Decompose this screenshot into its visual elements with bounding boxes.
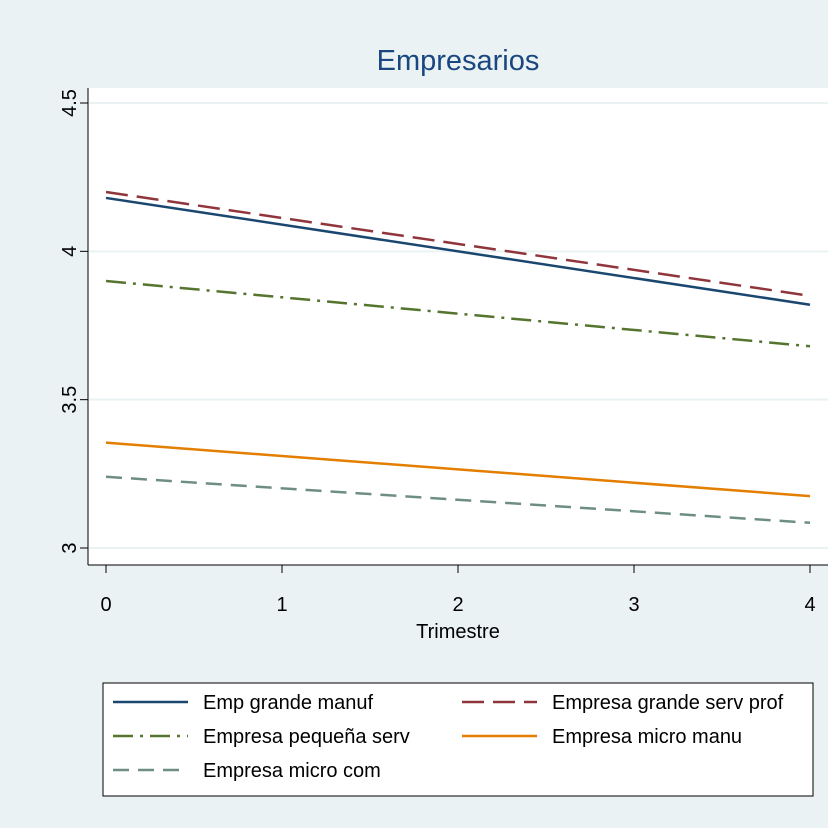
- y-tick-label: 3.5: [59, 386, 81, 414]
- legend: Emp grande manuf Empresa grande serv prof…: [102, 682, 814, 797]
- plot-area: [88, 88, 828, 565]
- x-tick-label: 1: [276, 594, 287, 616]
- y-tick-label: 4.5: [59, 89, 81, 117]
- legend-label: Empresa grande serv prof: [552, 692, 784, 714]
- x-tick-label: 3: [628, 594, 639, 616]
- legend-label: Emp grande manuf: [203, 692, 374, 714]
- legend-box: [102, 682, 814, 797]
- series-line: [105, 475, 811, 525]
- legend-label: Empresa micro com: [203, 760, 381, 782]
- x-axis-title: Trimestre: [416, 621, 500, 643]
- chart-title: Empresarios: [377, 45, 540, 77]
- x-tick-label: 4: [804, 594, 815, 616]
- series-lines: [105, 190, 811, 525]
- series-line: [105, 279, 811, 348]
- y-axis-ticks: 3 3.5 4 4.5: [59, 89, 88, 554]
- series-line: [105, 441, 811, 498]
- x-axis-ticks: 0 1 2 3 4: [100, 565, 816, 616]
- y-tick-label: 4: [59, 246, 81, 257]
- series-line: [105, 196, 811, 306]
- y-tick-label: 3: [59, 542, 81, 553]
- legend-label: Empresa micro manu: [552, 726, 742, 748]
- x-tick-label: 0: [100, 594, 111, 616]
- legend-label: Empresa pequeña serv: [203, 726, 410, 748]
- x-tick-label: 2: [452, 594, 463, 616]
- series-line: [105, 190, 811, 298]
